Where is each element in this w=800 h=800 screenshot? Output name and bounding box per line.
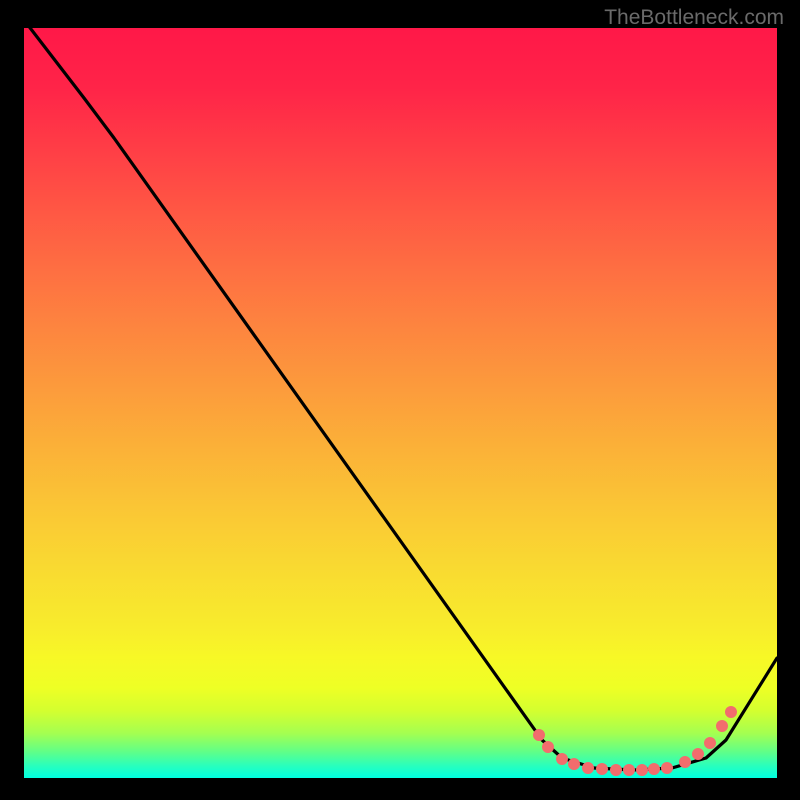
curve-marker xyxy=(624,765,635,776)
curve-marker xyxy=(569,759,580,770)
curve-marker xyxy=(557,754,568,765)
curve-marker xyxy=(583,763,594,774)
curve-marker xyxy=(534,730,545,741)
curve-marker xyxy=(705,738,716,749)
bottleneck-curve xyxy=(24,28,777,770)
curve-marker xyxy=(693,749,704,760)
attribution-text: TheBottleneck.com xyxy=(604,6,784,30)
chart-svg xyxy=(24,28,777,778)
curve-marker xyxy=(717,721,728,732)
curve-marker xyxy=(680,757,691,768)
curve-marker xyxy=(649,764,660,775)
curve-marker xyxy=(611,765,622,776)
curve-marker xyxy=(543,742,554,753)
plot-area xyxy=(24,28,777,778)
curve-marker xyxy=(597,764,608,775)
chart-container: TheBottleneck.com xyxy=(0,0,800,800)
curve-marker xyxy=(662,763,673,774)
marker-group xyxy=(534,707,737,776)
curve-marker xyxy=(637,765,648,776)
curve-marker xyxy=(726,707,737,718)
